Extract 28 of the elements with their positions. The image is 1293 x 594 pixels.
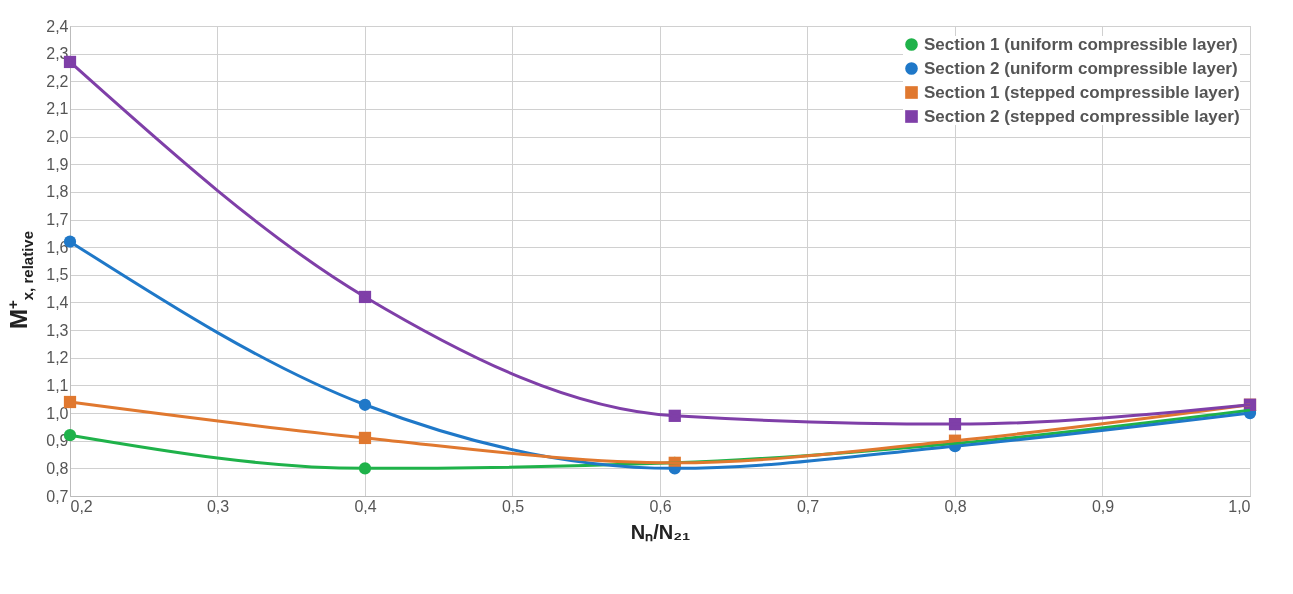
- y-tick-label: 1,8: [46, 183, 69, 201]
- x-tick-label: 1,0: [1228, 497, 1251, 515]
- x-tick-label: 0,2: [70, 497, 93, 515]
- x-tick-label: 0,7: [796, 497, 820, 515]
- y-tick-label: 1,9: [46, 155, 69, 173]
- x-axis-title: Nₙ/N₂₁: [630, 520, 691, 543]
- y-tick-label: 1,4: [46, 293, 69, 311]
- y-tick-label: 1,2: [46, 349, 69, 367]
- y-tick-label: 1,5: [46, 266, 69, 284]
- x-tick-label: 0,5: [501, 497, 525, 515]
- y-tick-label: 1,0: [46, 404, 69, 422]
- y-tick-label: 1,7: [46, 211, 69, 229]
- x-tick-label: 0,6: [649, 497, 672, 515]
- y-tick-label: 2,4: [46, 17, 69, 35]
- legend-label: Section 2 (stepped compressible layer): [924, 106, 1240, 126]
- y-tick-label: 2,0: [46, 128, 69, 146]
- legend-label: Section 1 (uniform compressible layer): [924, 34, 1238, 54]
- x-tick-label: 0,8: [944, 497, 967, 515]
- y-tick-label: 1,1: [46, 376, 69, 394]
- y-tick-label: 1,3: [46, 321, 69, 339]
- legend-label: Section 1 (stepped compressible layer): [924, 82, 1240, 102]
- x-tick-label: 0,4: [354, 497, 377, 515]
- y-tick-label: 2,2: [46, 72, 69, 90]
- y-tick-label: 0,8: [46, 459, 69, 477]
- x-tick-label: 0,9: [1091, 497, 1115, 515]
- y-tick-label: 2,1: [46, 100, 69, 118]
- x-tick-label: 0,3: [206, 497, 230, 515]
- legend-label: Section 2 (uniform compressible layer): [924, 58, 1238, 78]
